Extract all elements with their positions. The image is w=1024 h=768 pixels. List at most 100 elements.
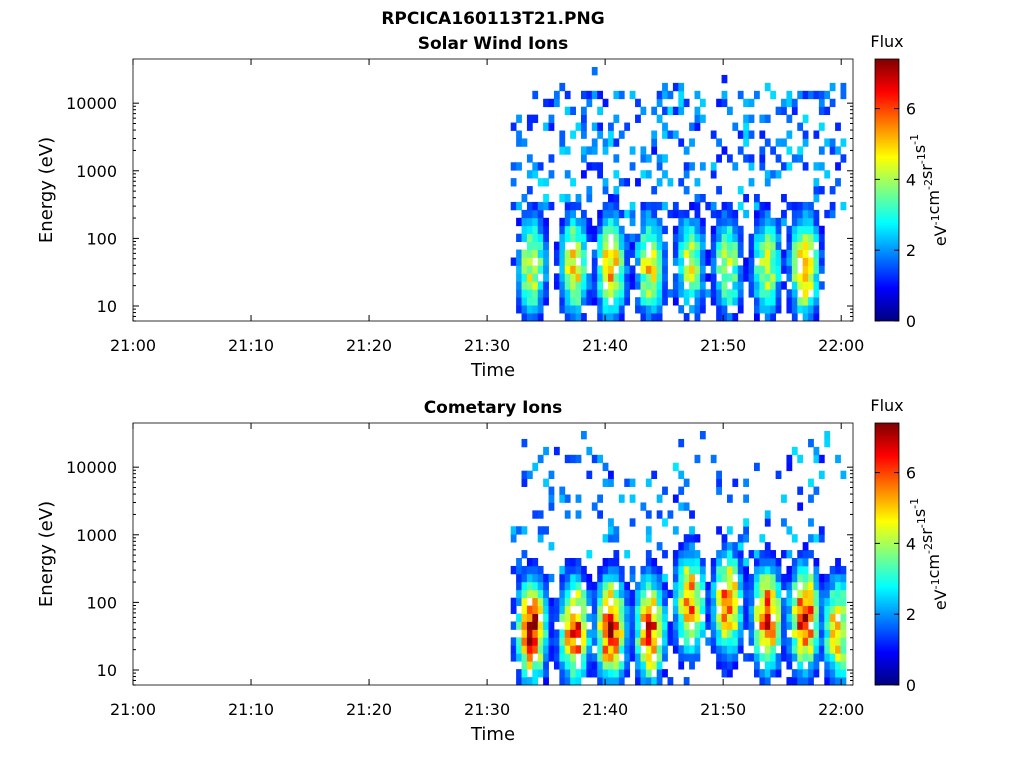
heatmap-cell xyxy=(732,225,739,235)
heatmap-cell xyxy=(543,589,549,599)
heatmap-cell xyxy=(521,550,528,559)
heatmap-cell xyxy=(651,209,658,219)
heatmap-cell xyxy=(662,637,668,646)
heatmap-cell xyxy=(591,597,598,607)
heatmap-cell xyxy=(516,565,522,575)
heatmap-cell xyxy=(548,613,555,622)
heatmap-cell xyxy=(526,661,533,670)
heatmap-cell xyxy=(564,90,571,100)
heatmap-cell xyxy=(797,249,804,258)
heatmap-cell xyxy=(775,217,782,227)
heatmap-cell xyxy=(640,297,647,306)
heatmap-cell xyxy=(840,605,847,614)
heatmap-cell xyxy=(656,629,663,638)
heatmap-cell xyxy=(775,565,782,575)
heatmap-cell xyxy=(705,621,712,630)
heatmap-cell xyxy=(791,534,798,543)
heatmap-cell xyxy=(651,313,658,322)
heatmap-cell xyxy=(716,154,722,163)
heatmap-cell xyxy=(597,637,604,646)
heatmap-cell xyxy=(721,273,728,282)
heatmap-cell xyxy=(543,201,549,211)
heatmap-cell xyxy=(683,225,690,235)
heatmap-cell xyxy=(656,217,663,227)
heatmap-cell xyxy=(597,273,604,282)
heatmap-cell xyxy=(672,249,679,258)
heatmap-cell xyxy=(678,565,685,575)
heatmap-cell xyxy=(802,613,809,622)
heatmap-cell xyxy=(683,542,690,551)
heatmap-cell xyxy=(516,249,522,258)
heatmap-cell xyxy=(586,637,593,646)
heatmap-cell xyxy=(656,90,663,100)
heatmap-cell xyxy=(764,249,771,258)
heatmap-cell xyxy=(537,217,544,227)
heatmap-cell xyxy=(710,637,717,646)
heatmap-cell xyxy=(537,257,544,266)
heatmap-cell xyxy=(521,209,528,219)
heatmap-cell xyxy=(526,470,533,480)
heatmap-cell xyxy=(608,534,614,543)
y-tick-label: 1000 xyxy=(76,162,117,181)
heatmap-cell xyxy=(824,645,831,654)
heatmap-cell xyxy=(786,637,793,646)
heatmap-cell xyxy=(764,225,771,235)
heatmap-cell xyxy=(591,90,598,100)
heatmap-cell xyxy=(597,565,604,575)
heatmap-cell xyxy=(743,98,749,108)
heatmap-cell xyxy=(818,470,825,480)
heatmap-cell xyxy=(683,534,690,543)
heatmap-cell xyxy=(586,194,593,203)
heatmap-cell xyxy=(613,114,620,123)
heatmap-cell xyxy=(705,249,712,258)
heatmap-cell xyxy=(645,661,652,670)
heatmap-cell xyxy=(543,581,549,591)
heatmap-cell xyxy=(802,573,809,583)
heatmap-cell xyxy=(754,605,760,614)
heatmap-cell xyxy=(829,138,836,147)
heatmap-cell xyxy=(759,241,766,250)
heatmap-cell xyxy=(683,653,690,662)
heatmap-cell xyxy=(586,162,593,171)
heatmap-cell xyxy=(570,233,576,243)
heatmap-cell xyxy=(553,281,560,290)
heatmap-cell xyxy=(770,589,777,599)
heatmap-cell xyxy=(770,297,777,306)
heatmap-cell xyxy=(629,589,636,599)
heatmap-cell xyxy=(824,209,831,219)
heatmap-cell xyxy=(786,526,793,535)
heatmap-cell xyxy=(618,249,625,258)
heatmap-cell xyxy=(602,289,609,298)
heatmap-cell xyxy=(553,90,560,100)
heatmap-cell xyxy=(586,470,593,480)
unit-exponent: -1 xyxy=(929,214,942,225)
heatmap-cell xyxy=(683,265,690,274)
heatmap-cell xyxy=(651,305,658,314)
heatmap-cell xyxy=(813,605,820,614)
heatmap-cell xyxy=(786,605,793,614)
heatmap-cell xyxy=(770,597,777,607)
heatmap-cell xyxy=(635,273,641,282)
heatmap-cell xyxy=(645,289,652,298)
heatmap-cell xyxy=(591,613,598,622)
heatmap-cell xyxy=(586,273,593,282)
heatmap-cell xyxy=(786,90,793,100)
heatmap-cell xyxy=(526,122,533,131)
heatmap-cell xyxy=(770,90,777,100)
heatmap-cell xyxy=(624,589,631,599)
heatmap-cell xyxy=(526,233,533,243)
heatmap-cell xyxy=(651,581,658,591)
heatmap-cell xyxy=(656,154,663,163)
heatmap-cell xyxy=(705,605,712,614)
heatmap-cell xyxy=(564,106,571,116)
heatmap-cell xyxy=(683,249,690,258)
heatmap-cell xyxy=(624,645,631,654)
heatmap-cell xyxy=(791,281,798,290)
heatmap-cell xyxy=(764,170,771,179)
heatmap-cell xyxy=(754,661,760,670)
heatmap-cell xyxy=(808,241,814,250)
heatmap-cell xyxy=(678,597,685,607)
heatmap-cell xyxy=(570,281,576,290)
heatmap-cell xyxy=(640,233,647,243)
heatmap-cell xyxy=(764,581,771,591)
